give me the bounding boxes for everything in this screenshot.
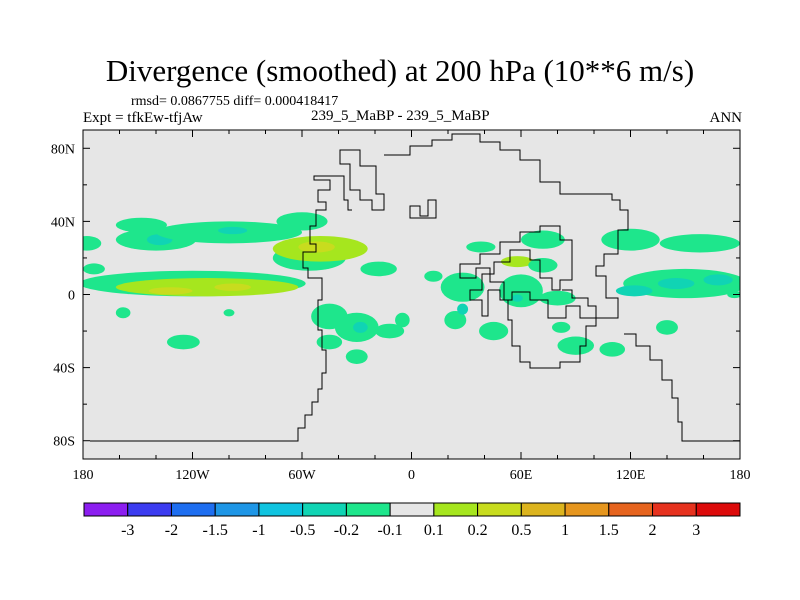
colorbar-swatch-12 [608, 502, 654, 517]
colorbar-swatch-1 [127, 502, 172, 517]
eurasia-outline [384, 133, 629, 319]
colorbar: -3 -2 -1.5 -1 -0.5 -0.2 -0.1 0.1 0.2 0.5 1 1.5 2 3 [83, 502, 741, 539]
contour-region-42 [659, 234, 740, 253]
case-names-label: 239_5_MaBP - 239_5_MaBP [311, 108, 490, 124]
y-tick-label-1: 40N [51, 215, 75, 230]
colorbar-swatch-10 [520, 502, 566, 517]
colorbar-label-4: -0.5 [290, 522, 315, 539]
x-tick-label-6: 180 [730, 468, 751, 483]
contour-region-2 [115, 217, 167, 233]
contour-region-44 [615, 285, 653, 297]
x-axis: 180 120W 60W 0 60E 120E 180 [73, 130, 751, 483]
y-tick-label-4: 80S [53, 435, 75, 450]
americas-outline [90, 175, 352, 442]
contour-region-23 [395, 312, 410, 328]
contour-region-29 [457, 303, 469, 315]
contour-region-9 [115, 278, 299, 297]
y-tick-label-3: 40S [53, 362, 75, 377]
contour-region-41 [601, 228, 660, 251]
contour-region-38 [557, 336, 594, 355]
contour-region-27 [440, 272, 485, 302]
contour-region-1 [83, 263, 105, 275]
contour-region-40 [552, 321, 571, 333]
contour-region-14 [223, 309, 235, 317]
africa-outline [488, 289, 597, 369]
contour-region-0 [83, 236, 102, 251]
contour-region-30 [479, 321, 509, 341]
contour-region-37 [539, 290, 576, 306]
contour-region-18 [360, 261, 397, 277]
colorbar-swatch-14 [695, 502, 741, 517]
contour-region-32 [500, 256, 534, 268]
contour-region-12 [115, 307, 131, 319]
contour-region-22 [316, 334, 343, 350]
colorbar-label-1: -2 [165, 522, 178, 539]
contour-region-45 [657, 278, 695, 290]
colorbar-label-13: 3 [692, 522, 700, 539]
colorbar-swatch-9 [477, 502, 522, 517]
colorbar-label-3: -1 [252, 522, 265, 539]
antarctica-outline [624, 333, 740, 442]
contour-region-17 [298, 241, 335, 253]
europe-west-outline [409, 199, 437, 219]
contour-region-13 [166, 334, 200, 350]
colorbar-swatch-2 [170, 502, 216, 517]
x-tick-label-4: 60E [510, 468, 533, 483]
contour-region-21 [353, 321, 368, 333]
colorbar-swatch-4 [258, 502, 304, 517]
colorbar-label-8: 0.2 [468, 522, 488, 539]
colorbar-label-6: -0.1 [377, 522, 402, 539]
colorbar-label-11: 1.5 [599, 522, 619, 539]
colorbar-swatch-8 [433, 502, 479, 517]
contour-region-46 [703, 274, 733, 286]
contour-region-34 [528, 257, 558, 273]
contour-region-26 [424, 270, 443, 282]
chart-title: Divergence (smoothed) at 200 hPa (10**6 … [105, 53, 695, 88]
greenland-outline [339, 149, 385, 211]
colorbar-swatch-3 [214, 502, 260, 517]
colorbar-swatch-5 [302, 502, 347, 517]
colorbar-swatch-0 [83, 502, 129, 517]
contour-region-47 [656, 320, 678, 335]
experiment-label: Expt = tfkEw-tfjAw [83, 110, 203, 126]
x-tick-label-2: 60W [288, 468, 316, 483]
contour-region-6 [218, 226, 248, 235]
continent-outlines [90, 133, 740, 442]
colorbar-swatch-11 [564, 502, 610, 517]
colorbar-label-12: 2 [649, 522, 657, 539]
x-tick-label-3: 0 [408, 468, 415, 483]
contour-region-36 [511, 294, 523, 302]
colorbar-label-2: -1.5 [203, 522, 228, 539]
contour-region-24 [375, 323, 405, 339]
x-tick-label-1: 120W [175, 468, 210, 483]
contour-region-33 [521, 230, 565, 249]
colorbar-label-0: -3 [121, 522, 134, 539]
contour-region-35 [499, 274, 543, 308]
rmsd-diff-stats: rmsd= 0.0867755 diff= 0.000418417 [131, 94, 339, 109]
colorbar-label-10: 1 [561, 522, 569, 539]
colorbar-label-7: 0.1 [424, 522, 444, 539]
y-tick-label-0: 80N [51, 142, 75, 157]
contour-region-39 [599, 342, 626, 357]
season-label: ANN [709, 110, 743, 126]
y-tick-label-2: 0 [68, 289, 75, 304]
contour-region-25 [345, 349, 368, 364]
colorbar-swatch-13 [652, 502, 697, 517]
contour-region-11 [214, 283, 251, 291]
colorbar-label-5: -0.2 [334, 522, 359, 539]
contour-region-28 [444, 310, 467, 330]
colorbar-swatch-7 [389, 502, 435, 517]
contour-region-7 [276, 212, 328, 231]
contour-region-10 [148, 287, 193, 295]
x-tick-label-5: 120E [616, 468, 646, 483]
x-tick-label-0: 180 [73, 468, 94, 483]
contour-region-31 [466, 241, 496, 253]
contour-regions [83, 212, 740, 364]
colorbar-swatch-6 [345, 502, 391, 517]
colorbar-label-9: 0.5 [511, 522, 531, 539]
y-axis: 80N 40N 0 40S 80S [51, 142, 740, 450]
